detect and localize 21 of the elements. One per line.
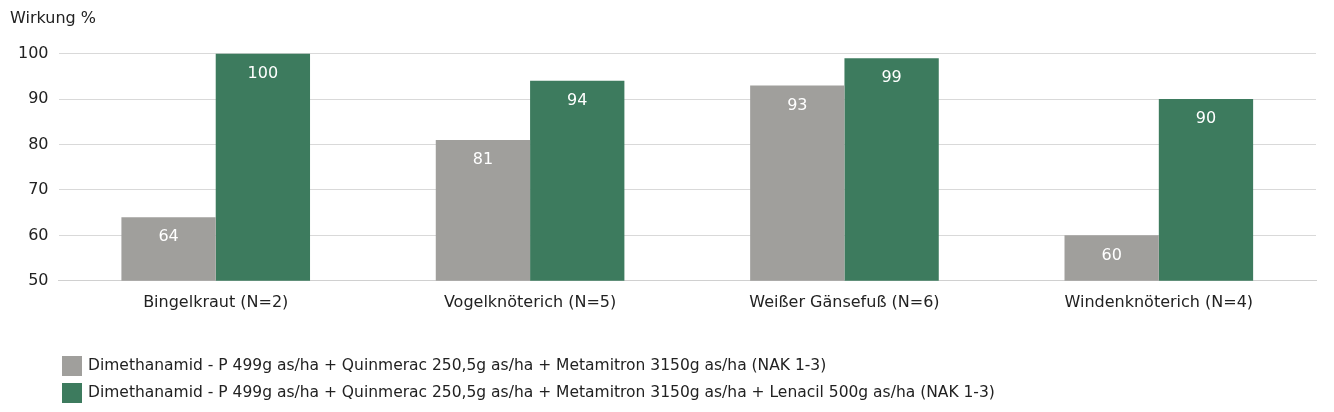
- y-tick-label: 70: [28, 179, 49, 199]
- data-label: 64: [158, 226, 179, 246]
- data-label: 90: [1195, 108, 1217, 128]
- legend-label: Dimethanamid - P 499g as/ha + Quinmerac 250,5g as/ha + Metamitron 3150g as/ha (NAK 1-3): [88, 355, 827, 376]
- y-axis-title: Wirkung %: [9, 8, 97, 29]
- y-tick-label: 90: [28, 88, 49, 108]
- x-tick-label: Vogelknöterich (N=5): [443, 291, 617, 311]
- legend-label: Dimethanamid - P 499g as/ha + Quinmerac 250,5g as/ha + Metamitron 3150g as/ha + Lenacil 500g as/ha (NAK 1-3): [88, 382, 995, 403]
- data-label: 100: [247, 62, 279, 82]
- x-tick-label: Windenknöterich (N=4): [1064, 291, 1254, 311]
- data-label: 94: [567, 90, 588, 110]
- x-tick-label: Weißer Gänsefuß (N=6): [749, 291, 940, 311]
- y-tick-label: 50: [28, 269, 49, 289]
- data-label: 60: [1101, 244, 1122, 264]
- y-tick-label: 60: [28, 224, 49, 244]
- data-label: 81: [472, 149, 494, 169]
- data-label: 93: [787, 94, 808, 114]
- y-tick-label: 80: [28, 133, 49, 153]
- data-label: 99: [881, 67, 902, 87]
- y-tick-label: 100: [17, 42, 49, 62]
- x-tick-label: Bingelkraut (N=2): [143, 291, 289, 311]
